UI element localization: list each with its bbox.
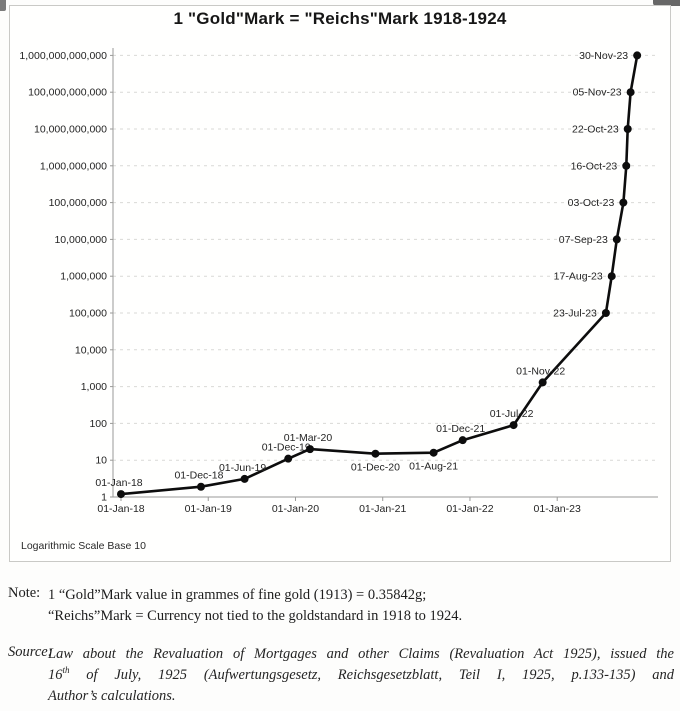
- source-line-2-superscript: th: [62, 665, 70, 676]
- y-tick-label: 1: [101, 492, 107, 504]
- data-point: [458, 436, 467, 445]
- source-line-1: Law about the Revaluation of Mortgages a…: [48, 646, 674, 662]
- data-point: [633, 51, 642, 60]
- data-point-label: 01-Jan-18: [95, 477, 142, 489]
- source-line-2: 16th of July, 1925 (Aufwertungsgesetz, R…: [48, 665, 674, 686]
- source-label: Source:: [8, 644, 53, 660]
- y-tick-label: 1,000: [81, 381, 107, 393]
- source-line-3: Author’s calculations.: [48, 688, 176, 704]
- scan-smudge-top-right: [653, 0, 680, 6]
- data-point: [371, 449, 380, 458]
- data-point-label: 01-Dec-20: [351, 462, 400, 474]
- data-point: [240, 474, 249, 483]
- data-point-label: 16-Oct-23: [571, 160, 618, 172]
- data-point-label: 23-Jul-23: [553, 308, 597, 320]
- y-tick-label: 1,000,000: [60, 271, 107, 283]
- data-point: [196, 482, 205, 491]
- data-point-label: 01-Jul-22: [490, 408, 534, 420]
- y-tick-label: 100,000: [69, 308, 107, 320]
- chart-panel: [9, 5, 671, 562]
- y-tick-label: 10: [95, 455, 107, 467]
- data-point: [429, 448, 438, 457]
- source-block: Source: Law about the Revaluation of Mor…: [8, 644, 674, 707]
- data-point: [117, 490, 125, 499]
- data-point-label: 01-Jun-19: [219, 462, 266, 474]
- y-tick-label: 10,000,000,000: [34, 124, 107, 136]
- note-text: 1 “Gold”Mark value in grammes of fine go…: [48, 585, 674, 627]
- data-point-label: 01-Aug-21: [409, 461, 458, 473]
- note-line-2: “Reichs”Mark = Currency not tied to the …: [48, 608, 463, 624]
- data-point: [509, 421, 518, 430]
- data-point: [623, 125, 632, 133]
- data-line: [119, 54, 639, 496]
- x-tick-label: 01-Jan-19: [185, 503, 232, 515]
- x-tick-label: 01-Jan-20: [272, 503, 319, 515]
- gold-mark-line-chart: 1,000,000,000,000 100,000,000,000 10,000,0…: [19, 48, 658, 515]
- x-tick-label: 01-Jan-21: [359, 503, 406, 515]
- data-point-label: 01-Dec-19: [262, 442, 311, 454]
- source-line-2-post: of July, 1925 (Aufwertungsgesetz, Reichs…: [69, 667, 674, 683]
- data-point: [607, 272, 616, 281]
- data-point: [538, 378, 547, 387]
- y-tick-label: 100: [89, 418, 107, 430]
- x-tick-label: 01-Jan-18: [97, 503, 144, 515]
- source-text: Law about the Revaluation of Mortgages a…: [48, 644, 674, 707]
- data-point: [626, 88, 635, 97]
- data-point-label: 03-Oct-23: [568, 197, 615, 209]
- data-point-label: 30-Nov-23: [579, 50, 628, 62]
- note-line-1: 1 “Gold”Mark value in grammes of fine go…: [48, 587, 427, 603]
- y-tick-label: 100,000,000: [49, 197, 108, 209]
- data-point: [306, 445, 315, 454]
- data-point: [284, 454, 293, 463]
- data-point-label: 22-Oct-23: [572, 124, 619, 136]
- data-point: [612, 235, 621, 244]
- scan-smudge-top-left: [0, 0, 6, 11]
- y-tick-label: 100,000,000,000: [28, 87, 107, 99]
- source-line-2-pre: 16: [48, 667, 63, 683]
- y-tick-label: 1,000,000,000,000: [19, 50, 107, 62]
- chart-title: 1 "Gold"Mark = "Reichs"Mark 1918-1924: [173, 9, 507, 28]
- data-point-label: 01-Dec-21: [436, 423, 485, 435]
- x-tick-label: 01-Jan-23: [534, 503, 581, 515]
- data-point-label: 01-Mar-20: [284, 432, 333, 444]
- y-tick-label: 10,000: [75, 344, 107, 356]
- data-point-label: 01-Nov-22: [516, 365, 565, 377]
- log-scale-note: Logarithmic Scale Base 10: [21, 540, 146, 552]
- note-block: Note: 1 “Gold”Mark value in grammes of f…: [8, 585, 674, 627]
- note-label: Note:: [8, 585, 41, 601]
- data-point-label: 01-Dec-18: [174, 470, 223, 482]
- x-tick-label: 01-Jan-22: [446, 503, 493, 515]
- data-point-label: 05-Nov-23: [573, 87, 622, 99]
- y-tick-label: 1,000,000,000: [40, 160, 107, 172]
- data-point: [622, 161, 631, 170]
- data-point: [601, 309, 610, 317]
- data-point-label: 17-Aug-23: [554, 271, 603, 283]
- y-tick-label: 10,000,000: [54, 234, 107, 246]
- data-point: [619, 198, 628, 207]
- data-point-label: 07-Sep-23: [559, 234, 608, 246]
